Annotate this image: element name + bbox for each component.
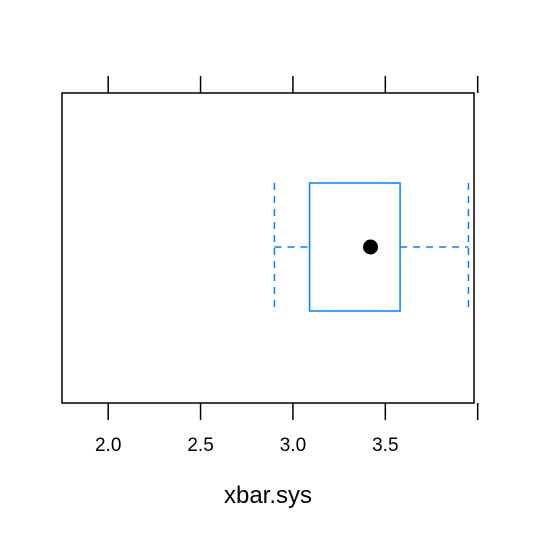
x-tick-label-0: 2.0 xyxy=(95,435,121,456)
x-tick-label-1: 2.5 xyxy=(187,435,213,456)
x-tick-label-2: 3.0 xyxy=(280,435,306,456)
x-tick-labels: 2.0 2.5 3.0 3.5 xyxy=(95,435,399,456)
iqr-box xyxy=(308,182,401,312)
x-tick-label-3: 3.5 xyxy=(372,435,398,456)
box-layer xyxy=(273,182,470,312)
bottom-ticks xyxy=(107,403,479,420)
x-axis-title: xbar.sys xyxy=(224,482,312,509)
top-ticks xyxy=(107,76,479,93)
median-dot xyxy=(363,239,379,255)
plot-frame xyxy=(61,92,475,404)
